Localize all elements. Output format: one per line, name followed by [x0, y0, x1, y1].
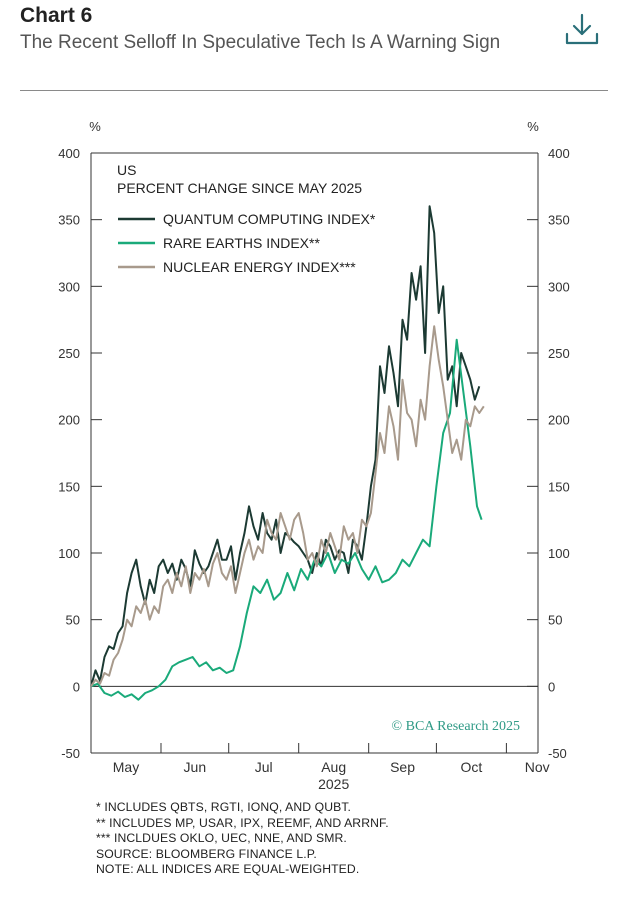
y-tick-label-left: 400 — [58, 146, 80, 161]
legend-label-1: RARE EARTHS INDEX** — [163, 235, 320, 251]
chart-region-label: US — [117, 162, 136, 178]
footnotes: * INCLUDES QBTS, RGTI, IONQ, AND QUBT. *… — [96, 800, 389, 878]
watermark: © BCA Research 2025 — [392, 719, 520, 734]
right-unit-label: % — [527, 119, 539, 134]
footnote-nuclear: *** INCLDUES OKLO, UEC, NNE, AND SMR. — [96, 831, 347, 845]
x-tick-label: May — [113, 759, 139, 775]
left-unit-label: % — [89, 119, 101, 134]
y-tick-label-left: 150 — [58, 479, 80, 494]
x-tick-label: Jul — [255, 759, 273, 775]
footnote-quantum: * INCLUDES QBTS, RGTI, IONQ, AND QUBT. — [96, 800, 352, 814]
y-tick-label-right: 100 — [548, 546, 570, 561]
chart-title: PERCENT CHANGE SINCE MAY 2025 — [117, 180, 362, 196]
y-tick-label-left: 350 — [58, 213, 80, 228]
y-tick-label-left: 100 — [58, 546, 80, 561]
footnote-rare-earths: ** INCLUDES MP, USAR, IPX, REEMF, AND AR… — [96, 815, 389, 830]
legend-label-2: NUCLEAR ENERGY INDEX*** — [163, 259, 356, 275]
series-line-0 — [90, 205, 481, 687]
series-line-2 — [90, 325, 485, 687]
x-tick-label: Oct — [461, 759, 483, 775]
y-tick-label-right: 400 — [548, 146, 570, 161]
x-tick-label: Jun — [184, 759, 207, 775]
series-line-1 — [90, 338, 483, 701]
footnote-note: NOTE: ALL INDICES ARE EQUAL-WEIGHTED. — [96, 862, 360, 876]
y-tick-label-left: -50 — [61, 746, 80, 761]
y-tick-label-left: 50 — [66, 613, 80, 628]
x-tick-label: Aug — [321, 759, 346, 775]
download-icon[interactable] — [562, 12, 602, 48]
y-tick-label-right: 50 — [548, 613, 562, 628]
y-tick-label-right: 350 — [548, 213, 570, 228]
y-tick-label-right: 150 — [548, 479, 570, 494]
y-tick-label-right: 0 — [548, 679, 555, 694]
y-tick-label-right: -50 — [548, 746, 567, 761]
line-chart: % % -50 -50 0 0 50 50 100 100 150 150 200 200 250 250 30… — [58, 119, 570, 790]
header-divider — [20, 90, 608, 91]
chart-subtitle: The Recent Selloff In Speculative Tech I… — [20, 32, 501, 53]
y-tick-label-left: 300 — [58, 279, 80, 294]
y-tick-label-right: 250 — [548, 346, 570, 361]
x-year-label: 2025 — [318, 776, 349, 790]
x-tick-label: Nov — [525, 759, 550, 775]
y-tick-label-right: 200 — [548, 413, 570, 428]
y-tick-label-right: 300 — [548, 279, 570, 294]
footnote-source: SOURCE: BLOOMBERG FINANCE L.P. — [96, 846, 317, 861]
y-tick-label-left: 250 — [58, 346, 80, 361]
x-tick-label: Sep — [390, 759, 415, 775]
legend-label-0: QUANTUM COMPUTING INDEX* — [163, 211, 376, 227]
y-tick-label-left: 200 — [58, 413, 80, 428]
chart-number-title: Chart 6 — [20, 4, 93, 27]
y-tick-label-left: 0 — [73, 679, 80, 694]
